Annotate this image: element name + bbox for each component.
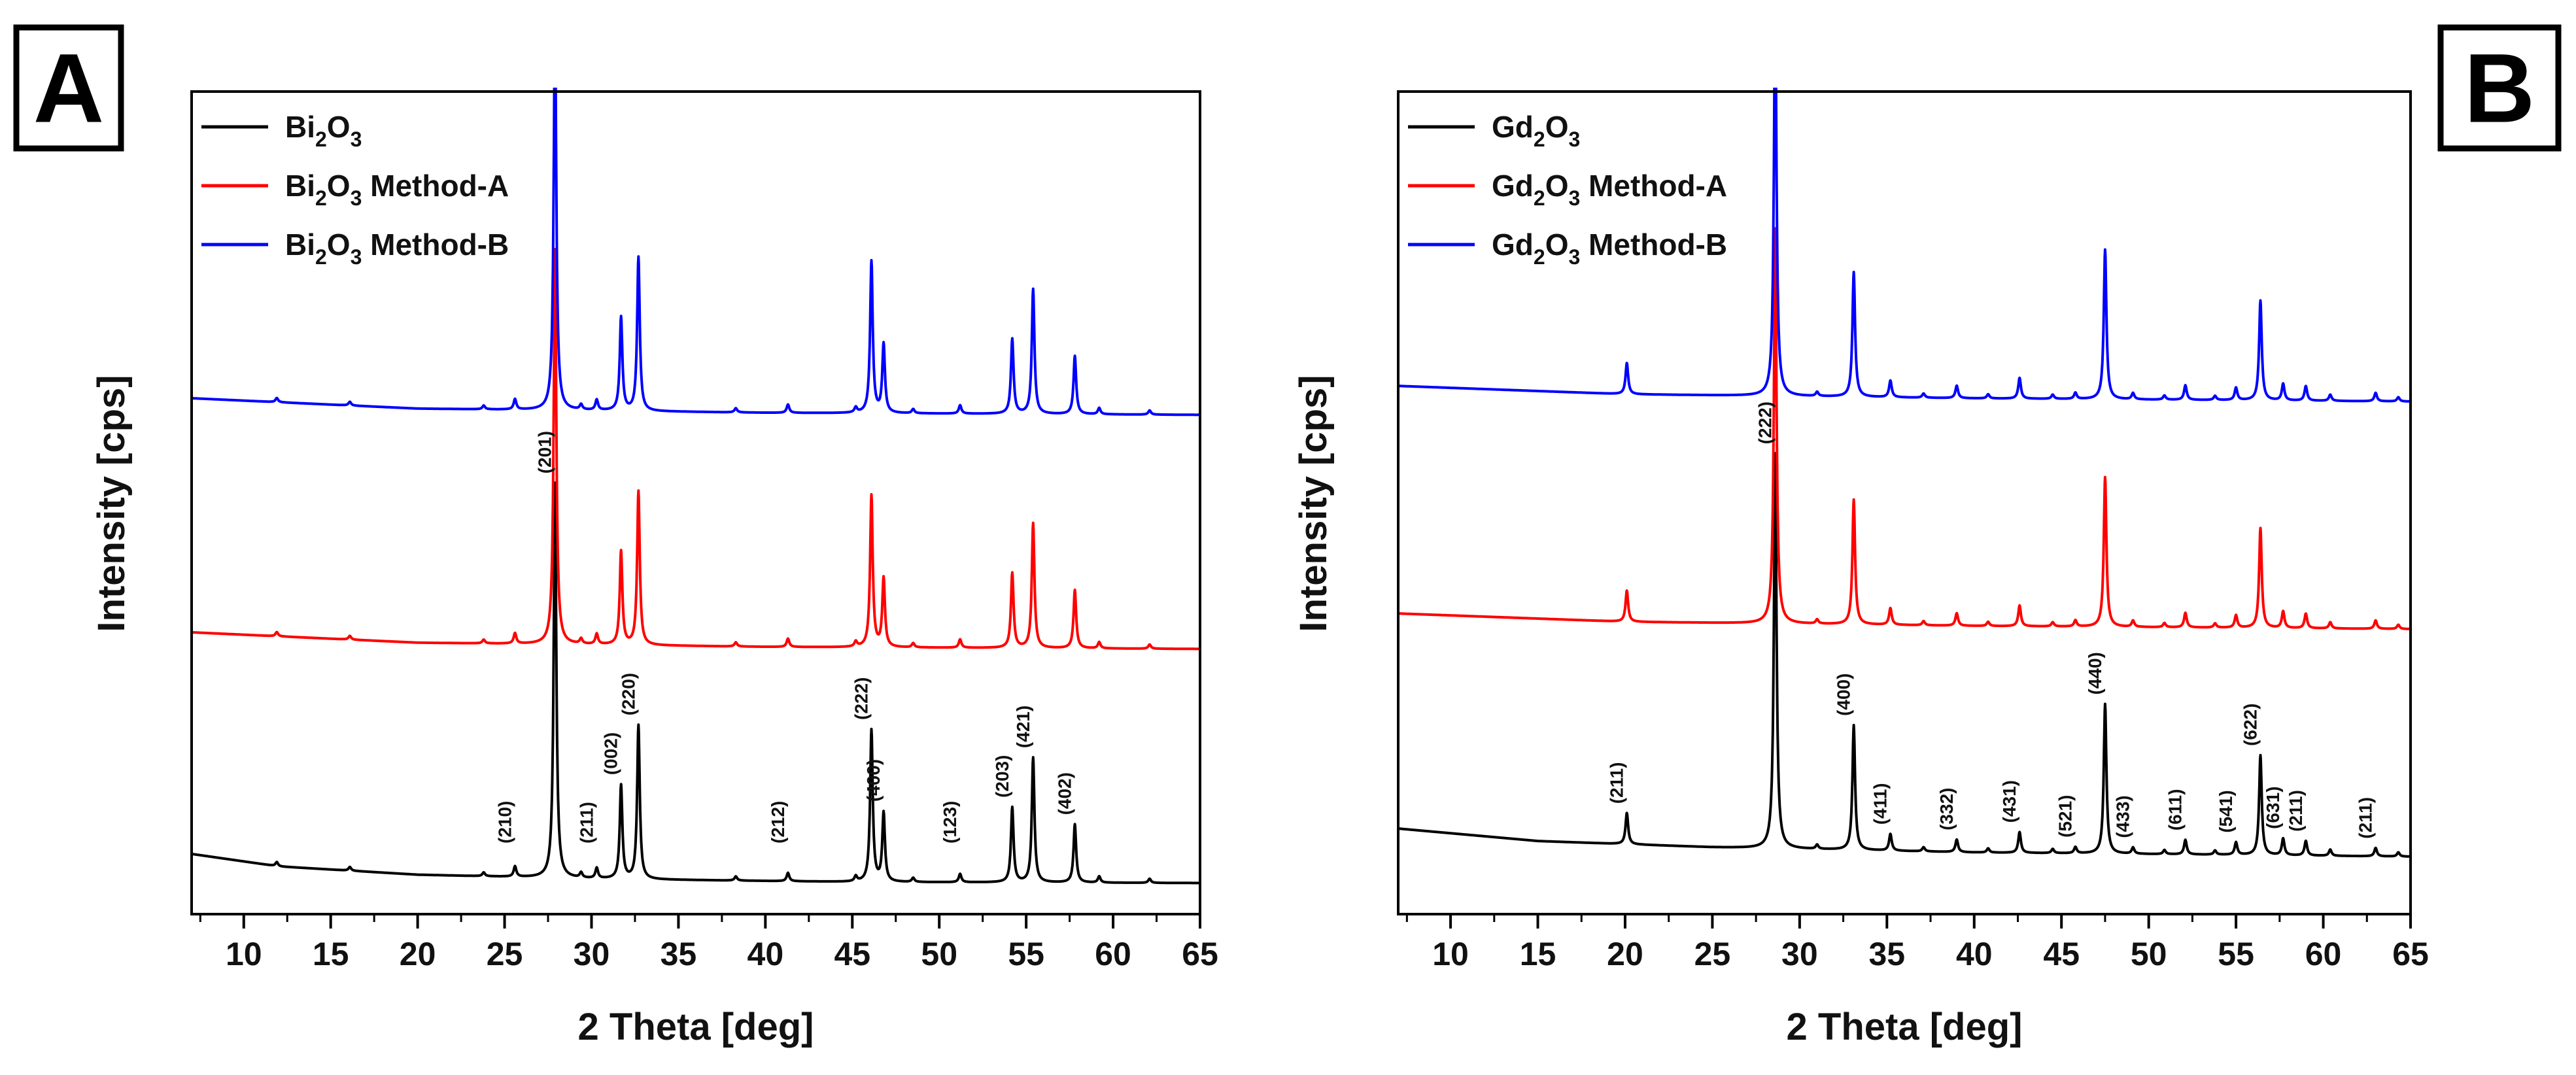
x-tick-label: 35 (1868, 936, 1905, 972)
x-tick-label: 50 (2131, 936, 2167, 972)
peak-label: (211) (1607, 762, 1627, 804)
x-tick-label: 50 (921, 936, 957, 972)
x-tick-label: 25 (1694, 936, 1731, 972)
panel-letter: B (2464, 33, 2535, 143)
series-line-0 (1398, 452, 2411, 858)
peak-label: (400) (1834, 674, 1854, 716)
x-tick-label: 30 (574, 936, 610, 972)
x-tick-label: 15 (1520, 936, 1556, 972)
legend-label-2: Gd2O3 Method-B (1492, 228, 1727, 269)
x-tick-label: 25 (487, 936, 523, 972)
x-axis-title: 2 Theta [deg] (578, 1006, 814, 1048)
x-tick-label: 55 (2218, 936, 2254, 972)
y-axis-title: Intensity [cps] (1292, 375, 1335, 632)
x-tick-label: 10 (226, 936, 262, 972)
legend-label-1: Bi2O3 Method-A (285, 169, 509, 210)
series-line-1 (192, 248, 1200, 651)
peak-label: (440) (2085, 652, 2105, 694)
chart-panel-b: 10 15 20 25 30 35 40 45 50 55 60 65 2 Theta [deg] Int… (1292, 24, 2562, 1048)
x-tick-label: 35 (661, 936, 697, 972)
peak-label: (211) (2286, 790, 2306, 832)
peak-label: (123) (940, 801, 960, 844)
plot-frame (1397, 90, 2412, 915)
legend-label-0: Bi2O3 (285, 110, 362, 151)
series-group (1398, 88, 2411, 858)
peak-label: (521) (2055, 794, 2076, 837)
peak-label: (631) (2263, 786, 2283, 828)
series-line-2 (1398, 88, 2411, 403)
x-tick-label: 40 (747, 936, 784, 972)
chart-panel-a: 10 15 20 25 30 35 40 45 50 55 60 65 2 Theta [deg] Int… (13, 24, 1218, 1048)
x-axis-title: 2 Theta [deg] (1787, 1006, 2023, 1048)
x-tick-label: 30 (1781, 936, 1818, 972)
peak-label: (222) (851, 677, 872, 720)
x-tick-label: 45 (834, 936, 870, 972)
x-tick-label: 60 (2305, 936, 2342, 972)
x-tick-label: 20 (1607, 936, 1643, 972)
x-tick-label: 65 (2392, 936, 2429, 972)
legend-label-1: Gd2O3 Method-A (1492, 169, 1727, 210)
peak-label: (211) (576, 802, 596, 844)
legend-label-2: Bi2O3 Method-B (285, 228, 509, 269)
peak-label: (212) (768, 801, 788, 844)
peak-label: (611) (2165, 789, 2186, 830)
peak-label: (222) (1755, 401, 1775, 444)
peak-label: (622) (2240, 704, 2260, 746)
series-line-1 (1398, 227, 2411, 630)
peak-label: (402) (1055, 772, 1075, 815)
peak-label: (400) (863, 759, 884, 802)
panel-letter: A (33, 33, 104, 143)
x-tick-label: 15 (313, 936, 349, 972)
peak-label: (332) (1936, 788, 1957, 830)
peak-label: (421) (1013, 706, 1033, 748)
x-tick-label: 65 (1182, 936, 1218, 972)
y-axis-title: Intensity [cps] (90, 375, 133, 632)
panel-letter-box (13, 24, 124, 152)
x-tick-label: 45 (2043, 936, 2080, 972)
x-tick-label: 55 (1008, 936, 1044, 972)
peak-label: (411) (1870, 783, 1891, 825)
peak-label: (433) (2113, 795, 2133, 838)
peak-label: (211) (2356, 797, 2376, 839)
peak-label: (210) (495, 801, 515, 844)
x-tick-label: 40 (1956, 936, 1993, 972)
panel-letter-box (2437, 24, 2562, 152)
peak-label: (220) (618, 673, 638, 715)
peak-label: (541) (2216, 790, 2236, 832)
x-tick-label: 10 (1432, 936, 1469, 972)
peak-label: (201) (535, 431, 555, 473)
plot-frame (190, 90, 1201, 915)
series-line-0 (192, 481, 1200, 885)
x-tick-label: 20 (400, 936, 436, 972)
series-line-2 (192, 88, 1200, 417)
series-group (192, 88, 1200, 885)
peak-label: (002) (601, 732, 621, 775)
peak-label: (203) (992, 755, 1012, 798)
legend-label-0: Gd2O3 (1492, 110, 1580, 151)
peak-label: (431) (1999, 780, 2019, 823)
x-tick-label: 60 (1095, 936, 1131, 972)
